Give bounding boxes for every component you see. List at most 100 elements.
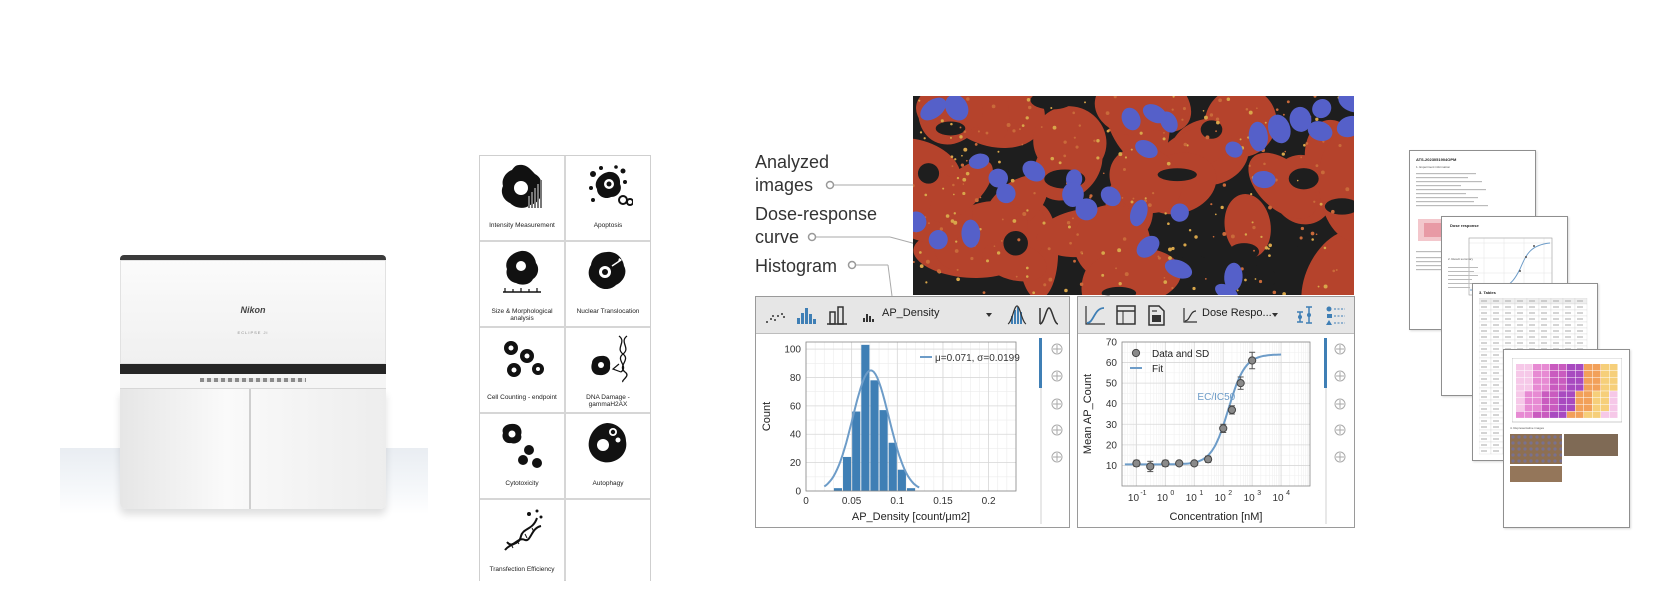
cell-nucleus xyxy=(1225,141,1243,158)
assay-tile-intensity[interactable]: Intensity Measurement xyxy=(480,156,564,240)
table-cell-text xyxy=(1481,426,1487,428)
table-cell-text xyxy=(1517,312,1523,314)
table-cell-text xyxy=(1481,360,1487,362)
table-cell-text xyxy=(1565,306,1571,308)
cytoplasm-granule xyxy=(963,130,967,133)
plate-well xyxy=(1550,411,1558,418)
refresh-icon[interactable] xyxy=(1051,424,1063,436)
cell-nucleus xyxy=(1062,182,1084,208)
chevron-down-icon[interactable] xyxy=(1270,304,1280,326)
data-point xyxy=(1190,459,1199,468)
x-tick-label: 10 xyxy=(1244,493,1256,504)
assay-tile-apoptosis[interactable]: Apoptosis xyxy=(566,156,650,240)
table-cell-text xyxy=(1493,300,1499,302)
cytoplasm-granule xyxy=(1315,117,1319,121)
table-cell-text xyxy=(1541,318,1547,320)
cytoplasm-granule xyxy=(1212,235,1215,238)
cytoplasm-granule xyxy=(1163,280,1168,284)
assay-tile-morphology[interactable]: Size & Morphological analysis xyxy=(480,242,564,326)
error-bar-icon[interactable] xyxy=(1294,304,1316,326)
assay-tile-autophagy[interactable]: Autophagy xyxy=(566,414,650,498)
cell-nucleus xyxy=(1129,199,1148,227)
plate-well xyxy=(1609,370,1618,378)
cell-cytoplasm xyxy=(1318,132,1354,241)
refresh-icon[interactable] xyxy=(1334,424,1346,436)
plate-well xyxy=(1516,391,1524,398)
cytoplasm-granule xyxy=(1181,118,1184,121)
move-icon[interactable] xyxy=(1051,343,1063,355)
table-cell-text xyxy=(1517,330,1523,332)
assay-tile-transfection[interactable]: Transfection Efficiency xyxy=(480,500,564,584)
plate-well xyxy=(1524,391,1533,398)
table-cell-text xyxy=(1565,300,1571,302)
histogram-icon[interactable] xyxy=(795,304,817,326)
plate-well xyxy=(1516,404,1524,412)
assay-tile-dna-damage[interactable]: DNA Damage - gammaH2AX xyxy=(566,328,650,412)
y-tick-label: 80 xyxy=(790,373,802,384)
cytoplasm-granule xyxy=(1172,96,1175,98)
plate-well xyxy=(1609,384,1618,391)
assay-tile-nuclear-translocation[interactable]: Nuclear Translocation xyxy=(566,242,650,326)
select-icon[interactable] xyxy=(1334,398,1346,410)
table-cell-text xyxy=(1481,378,1487,380)
table-cell-text xyxy=(1565,318,1571,320)
measurement-dropdown[interactable]: AP_Density xyxy=(882,307,940,319)
plate-well xyxy=(1601,404,1609,412)
plate-well xyxy=(1550,384,1558,391)
dose-curve-icon[interactable] xyxy=(1084,304,1106,326)
cytoplasm-granule xyxy=(1256,107,1258,110)
y-tick-label: 20 xyxy=(1106,440,1118,451)
more-icon[interactable] xyxy=(1334,451,1346,463)
report-icon[interactable] xyxy=(1145,304,1167,326)
table-cell-text xyxy=(1541,306,1547,308)
y-tick-label: 30 xyxy=(1106,420,1118,431)
cell-cytoplasm xyxy=(1301,229,1354,295)
cytoplasm-granule xyxy=(1012,219,1017,223)
plate-well xyxy=(1584,411,1592,418)
cell-nucleus xyxy=(1164,259,1193,279)
cell-nucleus xyxy=(1022,160,1046,182)
zoom-icon[interactable] xyxy=(1051,370,1063,382)
cytoplasm-granule xyxy=(1268,243,1272,248)
apoptosis-icon xyxy=(589,165,633,206)
move-icon[interactable] xyxy=(1334,343,1346,355)
cytoplasm-granule xyxy=(1220,205,1224,210)
x-tick-exponent: 3 xyxy=(1257,490,1261,497)
table-cell-text xyxy=(1481,336,1487,338)
scatter-icon[interactable] xyxy=(764,304,786,326)
distribution-fit-icon[interactable] xyxy=(1006,304,1028,326)
download-icon[interactable] xyxy=(1051,451,1063,463)
cytoplasm-granule xyxy=(1345,187,1350,192)
cytoplasm-granule xyxy=(1272,290,1277,295)
plate-well xyxy=(1575,377,1584,384)
style-icon[interactable] xyxy=(1324,304,1346,326)
instrument-doors xyxy=(120,389,386,509)
table-cell-text xyxy=(1481,318,1487,320)
plate-well xyxy=(1541,404,1550,412)
curve-icon[interactable] xyxy=(1038,304,1060,326)
cytoplasm-granule xyxy=(1096,156,1100,160)
chevron-down-icon[interactable] xyxy=(984,304,994,326)
assay-tile-cell-counting[interactable]: Cell Counting - endpoint xyxy=(480,328,564,412)
table-cell-text xyxy=(1481,414,1487,416)
cytoplasm-granule xyxy=(1101,273,1105,277)
instrument-model: ECLIPSE Ji xyxy=(237,330,269,335)
histogram-bar xyxy=(906,488,916,491)
select-icon[interactable] xyxy=(1051,398,1063,410)
cytoplasm-granule xyxy=(1216,120,1220,125)
zoom-icon[interactable] xyxy=(1334,370,1346,382)
cytoplasm-granule xyxy=(1188,229,1192,232)
table-icon[interactable] xyxy=(1115,304,1137,326)
bar-chart-icon[interactable] xyxy=(826,304,848,326)
plate-well xyxy=(1567,398,1575,405)
assay-tile-cytotoxicity[interactable]: Cytotoxicity xyxy=(480,414,564,498)
cytoplasm-granule xyxy=(974,198,979,203)
plot-type-dropdown[interactable]: Dose Respo... xyxy=(1202,307,1272,319)
cytoplasm-granule xyxy=(913,260,915,264)
cytoplasm-granule xyxy=(950,122,953,126)
table-cell-text xyxy=(1493,402,1499,404)
plate-well xyxy=(1601,377,1609,384)
plate-well xyxy=(1601,411,1609,418)
cell-cytoplasm xyxy=(1109,146,1183,214)
x-tick-label: 10 xyxy=(1186,493,1198,504)
